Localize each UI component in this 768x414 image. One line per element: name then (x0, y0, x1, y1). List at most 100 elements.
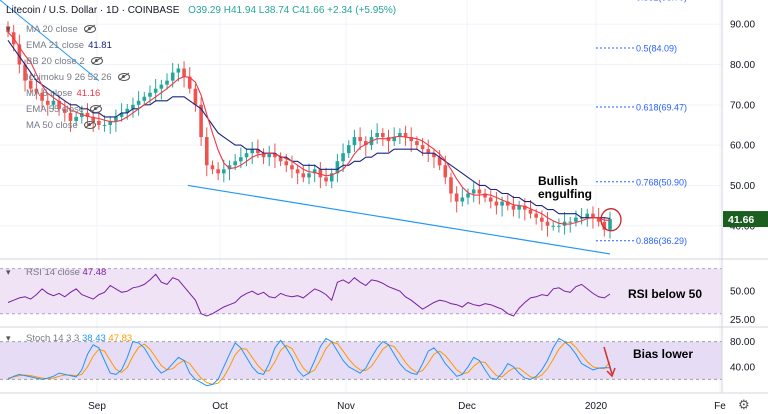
candle-body (284, 161, 289, 166)
candle-body (454, 193, 459, 202)
rsi-band (0, 268, 722, 314)
x-tick-label: Fe (714, 401, 726, 412)
candle-body (23, 64, 27, 81)
candle-body (608, 219, 612, 230)
candle-body (244, 153, 249, 158)
candle-body (432, 153, 436, 158)
down-arrow-head-icon (606, 367, 616, 378)
candle-body (290, 165, 294, 170)
candle-body (176, 68, 181, 73)
candle-body (426, 149, 431, 154)
resistance-trendline (0, 0, 100, 82)
candle-body (119, 112, 124, 117)
indicator-ma20[interactable]: MA 20 close (26, 24, 96, 35)
hide-eye-icon[interactable] (90, 105, 103, 114)
stoch-tick-label: 40.00 (730, 362, 755, 373)
candle-body (494, 201, 499, 206)
candle-body (256, 149, 260, 154)
candle-body (352, 137, 357, 146)
candle-body (540, 217, 544, 222)
candle-body (131, 104, 135, 109)
candle-body (415, 141, 419, 146)
candle-body (557, 225, 561, 227)
candle-body (261, 153, 266, 158)
candle-body (97, 120, 101, 125)
candle-body (187, 76, 192, 89)
indicator-ma50[interactable]: MA 50 close (26, 120, 96, 131)
candle-body (398, 133, 402, 138)
candle-body (346, 145, 351, 154)
hide-eye-icon[interactable] (83, 25, 96, 34)
candle-body (551, 225, 556, 227)
candle-body (545, 221, 550, 226)
candle-body (28, 80, 33, 89)
candle-body (488, 197, 493, 202)
candle-body (312, 169, 317, 174)
ma5-line (7, 31, 611, 225)
candle-body (341, 153, 345, 162)
rsi-pane (0, 268, 722, 317)
x-tick-label: Dec (458, 401, 476, 412)
candle-body (528, 209, 533, 214)
candle-body (471, 189, 476, 194)
collapse-chevron-icon[interactable]: ▾ (6, 24, 11, 34)
candle-body (460, 197, 465, 202)
candle-body (57, 100, 61, 109)
candle-body (295, 169, 300, 174)
candle-body (136, 100, 141, 105)
last-price-badge (723, 211, 768, 228)
candle-body (51, 100, 56, 105)
candle-body (591, 213, 595, 218)
indicator-ma5[interactable]: MA 5 close 41.16 (26, 88, 101, 99)
candle-body (148, 92, 152, 97)
candle-body (91, 116, 95, 121)
stoch-note: Bias lower (633, 347, 694, 361)
candle-body (108, 120, 113, 125)
candle-body (199, 104, 203, 138)
rsi-tick-label: 25.00 (730, 315, 755, 326)
candle-body (301, 173, 306, 178)
x-tick-label: 2020 (585, 401, 608, 412)
stoch-label[interactable]: Stoch 14 3 3 38.43 47.83 (26, 333, 133, 344)
indicator-ema55[interactable]: EMA 55 close (26, 104, 103, 115)
rsi-collapse-chevron-icon[interactable]: ▾ (6, 267, 11, 277)
candle-body (233, 161, 237, 166)
candle-body (227, 165, 232, 170)
candle-body (511, 205, 516, 210)
candle-body (335, 161, 340, 174)
candle-body (34, 88, 39, 93)
candle-body (125, 108, 130, 113)
candle-body (358, 137, 362, 142)
candle-body (437, 157, 442, 166)
hide-eye-icon[interactable] (90, 57, 103, 66)
symbol-title: Litecoin / U.S. Dollar · 1D · COINBASE (6, 5, 180, 16)
candle-body (602, 221, 607, 230)
hide-eye-icon[interactable] (83, 121, 96, 130)
indicator-ema21[interactable]: EMA 21 close 41.81 (26, 40, 112, 51)
down-arrow-icon (603, 346, 613, 375)
candle-body (585, 213, 590, 218)
candle-body (6, 26, 10, 33)
support-trendline (187, 184, 611, 255)
candle-body (165, 80, 169, 85)
chart-header: Litecoin / U.S. Dollar · 1D · COINBASE O… (6, 5, 396, 16)
settings-gear-icon[interactable]: ⚙ (738, 397, 750, 412)
rsi-label[interactable]: RSI 14 close 47.48 (26, 267, 107, 278)
rsi-tick-label: 50.00 (730, 287, 755, 298)
hide-eye-icon[interactable] (117, 73, 130, 82)
fib-level-label: 0.886(36.29) (636, 236, 687, 246)
candle-body (574, 217, 578, 222)
price-tick-label: 80.00 (730, 60, 755, 71)
indicator-bb20[interactable]: BB 20 close 2 (26, 56, 103, 67)
indicator-ichimoku[interactable]: Ichimoku 9 26 52 26 (26, 72, 130, 83)
candle-body (40, 92, 44, 101)
candle-body (102, 124, 107, 126)
highlight-circle (600, 208, 622, 232)
candle-body (505, 201, 510, 206)
candle-body (273, 153, 277, 158)
bullish-engulfing-note: Bullish engulfing (538, 174, 592, 201)
stoch-collapse-chevron-icon[interactable]: ▾ (6, 333, 11, 343)
candle-body (45, 100, 50, 105)
candle-body (392, 137, 396, 142)
